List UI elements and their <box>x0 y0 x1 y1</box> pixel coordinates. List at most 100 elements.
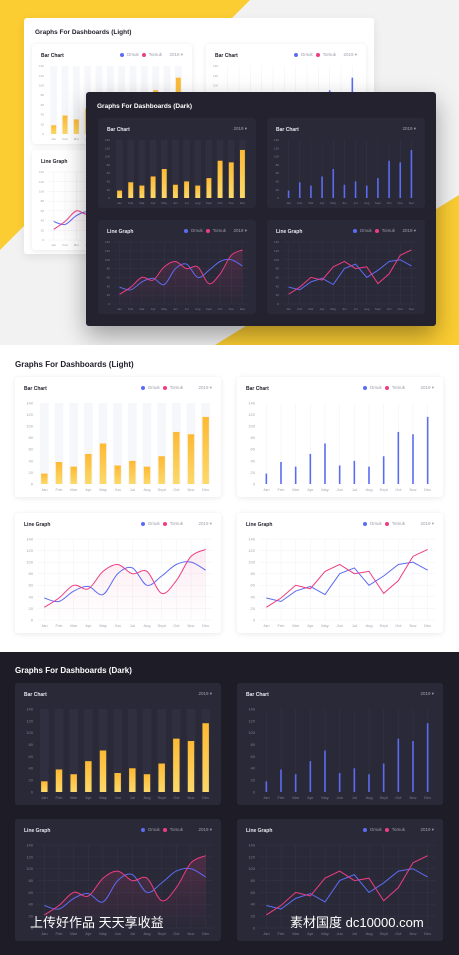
y-tick-label: 120 <box>26 718 33 723</box>
legend-omuk: Omuk <box>369 827 382 832</box>
x-tick-label: Feb <box>56 487 64 492</box>
bar-track <box>116 140 123 198</box>
y-tick-label: 100 <box>213 83 218 87</box>
bar <box>51 125 57 134</box>
bar <box>143 774 151 792</box>
x-tick-label: Jan <box>41 795 47 800</box>
year-select[interactable]: 2019 ▾ <box>420 691 434 696</box>
legend: Omuk Tomuk <box>352 228 395 233</box>
legend-dot-tomuk <box>374 228 379 233</box>
x-tick-label: Jul <box>130 795 135 800</box>
y-tick-label: 60 <box>251 890 256 895</box>
x-tick-label: May <box>321 795 329 800</box>
year-select[interactable]: 2019 ▾ <box>420 521 434 526</box>
year-select[interactable]: 2019 ▾ <box>233 228 247 233</box>
year-select[interactable]: 2019 ▾ <box>343 52 357 57</box>
series-line-omuk <box>266 868 428 910</box>
x-tick-label: Sept <box>380 623 389 628</box>
bar <box>382 456 385 484</box>
x-tick-label: May <box>99 795 107 800</box>
bar <box>184 181 190 198</box>
x-tick-label: Aug <box>364 307 370 311</box>
y-tick-label: 80 <box>41 93 45 97</box>
series-line-tomuk <box>266 548 428 608</box>
y-tick-label: 60 <box>29 447 34 452</box>
year-select[interactable]: 2019 ▾ <box>233 126 247 131</box>
x-tick-label: May <box>330 307 336 311</box>
year-select[interactable]: 2019 ▾ <box>198 827 212 832</box>
series-line-tomuk <box>44 855 206 916</box>
series-line-tomuk <box>119 249 243 295</box>
bar <box>321 176 323 198</box>
x-tick-label: Jul <box>354 201 358 205</box>
card-title: Line Graph <box>276 229 303 235</box>
x-tick-label: Dec <box>240 201 246 205</box>
legend: Omuk Tomuk <box>293 52 336 57</box>
y-tick-label: 20 <box>276 293 280 297</box>
y-tick-label: 60 <box>251 754 256 759</box>
y-tick-label: 20 <box>29 470 34 475</box>
y-tick-label: 60 <box>276 171 280 175</box>
x-tick-label: Oct <box>387 307 392 311</box>
mini-line-card-dark: 0 20 40 60 80 100 120 140 Jan Feb Mar Apr May Jun Jul A… <box>98 220 256 314</box>
bar <box>294 774 297 792</box>
y-tick-label: 40 <box>41 219 45 223</box>
x-tick-label: Nov <box>187 931 194 936</box>
polyline-graph-card-dark: 0 20 40 60 80 100 120 140 Jan Feb Mar Apr May Jun Jul A… <box>237 819 443 941</box>
chart-plot: 0 20 40 60 80 100 120 140 Jan Feb Mar Apr May Jun Jul A… <box>105 240 248 311</box>
y-tick-label: 100 <box>26 560 33 565</box>
bar <box>228 162 234 198</box>
x-tick-label: Aug <box>365 623 372 628</box>
x-tick-label: Jan <box>263 931 269 936</box>
legend-omuk: Omuk <box>359 228 372 233</box>
x-tick-label: Oct <box>173 795 180 800</box>
bar <box>365 185 368 198</box>
x-tick-label: Sept <box>158 487 167 492</box>
x-tick-label: Aug <box>195 201 201 205</box>
y-tick-label: 80 <box>251 742 256 747</box>
y-tick-label: 20 <box>29 914 34 919</box>
year-select[interactable]: 2019 ▾ <box>198 521 212 526</box>
bar <box>187 434 195 484</box>
bar <box>426 416 429 484</box>
x-tick-label: Sept <box>380 795 389 800</box>
y-tick-label: 80 <box>276 267 280 271</box>
chart-plot: 0 20 40 60 80 100 120 140 Jan Feb Mar Apr May Jun Jul A… <box>248 842 435 936</box>
x-tick-label: Feb <box>297 307 303 311</box>
year-select[interactable]: 2019 ▾ <box>402 228 416 233</box>
x-tick-label: Jun <box>336 795 342 800</box>
x-tick-label: Mar <box>74 243 79 247</box>
y-tick-label: 100 <box>26 730 33 735</box>
y-tick-label: 100 <box>26 424 33 429</box>
x-tick-label: Feb <box>62 137 68 141</box>
year-select[interactable]: 2019 ▾ <box>198 385 212 390</box>
x-tick-label: Dec <box>424 931 431 936</box>
bar <box>85 761 92 792</box>
x-tick-label: Apr <box>85 623 92 628</box>
x-tick-label: Mar <box>70 795 78 800</box>
bar <box>332 169 335 198</box>
y-tick-label: 0 <box>253 789 256 794</box>
bar <box>353 768 356 792</box>
y-tick-label: 20 <box>251 470 256 475</box>
legend-omuk: Omuk <box>300 52 313 57</box>
chart-plot: 0 20 40 60 80 100 120 140 Jan Feb Mar Apr May Jun Jul A… <box>26 400 211 492</box>
x-tick-label: Apr <box>320 201 325 205</box>
card-title: Bar Chart <box>246 692 269 698</box>
year-select[interactable]: 2019 ▾ <box>198 691 212 696</box>
bar <box>70 774 77 792</box>
x-tick-label: Jun <box>336 487 342 492</box>
bar-track <box>138 140 146 198</box>
year-select[interactable]: 2019 ▾ <box>169 52 183 57</box>
y-tick-label: 20 <box>251 778 256 783</box>
bar <box>382 763 385 792</box>
year-select[interactable]: 2019 ▾ <box>420 827 434 832</box>
y-tick-label: 100 <box>248 424 255 429</box>
x-tick-label: Jul <box>130 931 135 936</box>
legend-tomuk: Tomuk <box>322 52 336 57</box>
year-select[interactable]: 2019 ▾ <box>420 385 434 390</box>
year-select[interactable]: 2019 ▾ <box>402 126 416 131</box>
y-tick-label: 40 <box>276 179 280 183</box>
bar <box>265 781 268 792</box>
series-area-tomuk <box>44 549 206 620</box>
